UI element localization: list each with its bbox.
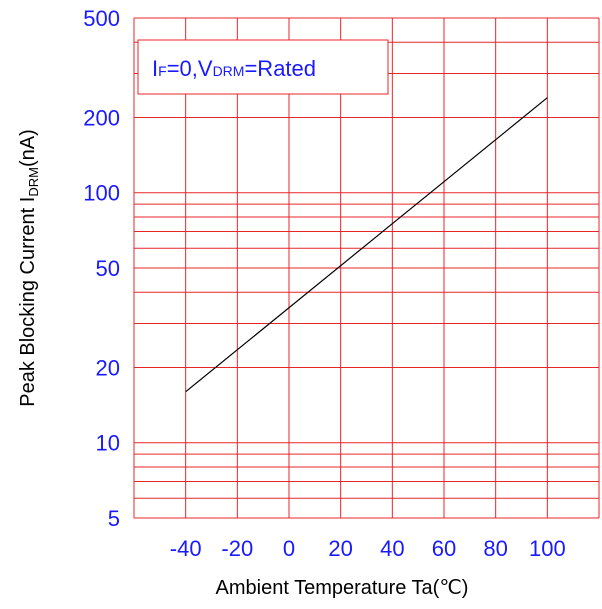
y-tick-label: 50: [96, 256, 120, 281]
grid: [133, 17, 600, 519]
series-line: [185, 97, 548, 393]
x-tick-label: 60: [432, 536, 456, 561]
annotation-text: IF=0,VDRM=Rated: [152, 56, 316, 81]
y-tick-label: 200: [83, 105, 120, 130]
annotation-box: IF=0,VDRM=Rated: [137, 39, 389, 95]
y-tick-label: 10: [96, 431, 120, 456]
y-tick-label: 500: [83, 6, 120, 31]
y-tick-label: 20: [96, 355, 120, 380]
x-tick-labels: -40 -20 0 20 40 60 80 100: [170, 536, 566, 561]
annotation-rect: [137, 39, 389, 95]
x-tick-label: 100: [529, 536, 566, 561]
annotation-sub-2: DRM: [213, 63, 245, 79]
x-tick-label: 0: [283, 536, 295, 561]
x-tick-label: 20: [328, 536, 352, 561]
y-axis-label-main: Peak Blocking Current I: [17, 197, 39, 407]
y-tick-label: 100: [83, 181, 120, 206]
y-tick-labels: 5 10 20 50 100 200 500: [83, 6, 120, 531]
annotation-part-3: =Rated: [244, 56, 316, 81]
y-axis-label-unit: (nA): [17, 129, 39, 167]
annotation-sub-1: F: [158, 63, 167, 79]
y-axis-label: Peak Blocking Current IDRM(nA): [17, 129, 41, 407]
x-axis-label: Ambient Temperature Ta(℃): [216, 577, 469, 599]
x-tick-label: -40: [170, 536, 202, 561]
x-tick-label: -20: [221, 536, 253, 561]
x-tick-label: 80: [483, 536, 507, 561]
y-axis-label-sub: DRM: [26, 167, 41, 197]
y-tick-label: 5: [108, 506, 120, 531]
x-tick-label: 40: [380, 536, 404, 561]
series-layer: [185, 97, 548, 393]
annotation-part-2: =0,V: [167, 56, 213, 81]
annotation-part-1: I: [152, 56, 158, 81]
